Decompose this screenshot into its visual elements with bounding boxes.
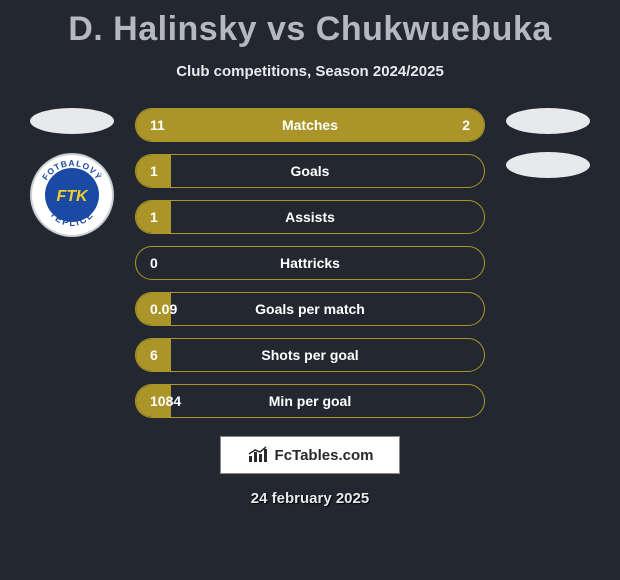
subtitle: Club competitions, Season 2024/2025 [0,63,620,80]
footer-brand: FcTables.com [220,436,400,474]
stat-bar: 11 Matches 2 [135,108,485,142]
stat-left-value: 1084 [150,393,181,409]
stat-label: Goals per match [255,301,365,317]
stat-label: Assists [285,209,335,225]
teplice-logo-icon: FOTBALOVÝ TEPLICE FTK [29,152,115,238]
fctables-chart-icon [247,446,269,464]
comparison-content: FOTBALOVÝ TEPLICE FTK 11 Matches 2 1 Goals 1 A… [0,108,620,418]
player2-name: Chukwuebuka [316,10,552,48]
stat-bar: 1 Goals [135,154,485,188]
stat-label: Shots per goal [261,347,358,363]
stat-label: Goals [291,163,330,179]
stat-bar: 1 Assists [135,200,485,234]
bar-fill-right [404,109,484,141]
bar-fill-left [136,109,404,141]
stat-left-value: 1 [150,163,158,179]
right-side [503,108,593,418]
stat-bars: 11 Matches 2 1 Goals 1 Assists 0 Hattricks 0.09 Go… [135,108,485,418]
club-logo-right-placeholder [506,152,590,178]
stat-left-value: 0.09 [150,301,177,317]
stat-left-value: 0 [150,255,158,271]
player1-oval [30,108,114,134]
club-logo-left: FOTBALOVÝ TEPLICE FTK [29,152,115,238]
stat-bar: 0 Hattricks [135,246,485,280]
vs-text: vs [267,10,306,48]
svg-text:FTK: FTK [56,188,89,205]
footer-brand-text: FcTables.com [275,447,374,464]
player2-oval [506,108,590,134]
footer-date: 24 february 2025 [0,490,620,507]
stat-left-value: 11 [150,117,165,133]
stat-left-value: 6 [150,347,158,363]
comparison-title: D. Halinsky vs Chukwuebuka [0,0,620,49]
stat-label: Hattricks [280,255,340,271]
player1-name: D. Halinsky [68,10,257,48]
stat-label: Matches [282,117,338,133]
stat-label: Min per goal [269,393,351,409]
stat-left-value: 1 [150,209,158,225]
stat-bar: 6 Shots per goal [135,338,485,372]
stat-bar: 1084 Min per goal [135,384,485,418]
left-side: FOTBALOVÝ TEPLICE FTK [27,108,117,418]
stat-right-value: 2 [462,117,470,133]
stat-bar: 0.09 Goals per match [135,292,485,326]
